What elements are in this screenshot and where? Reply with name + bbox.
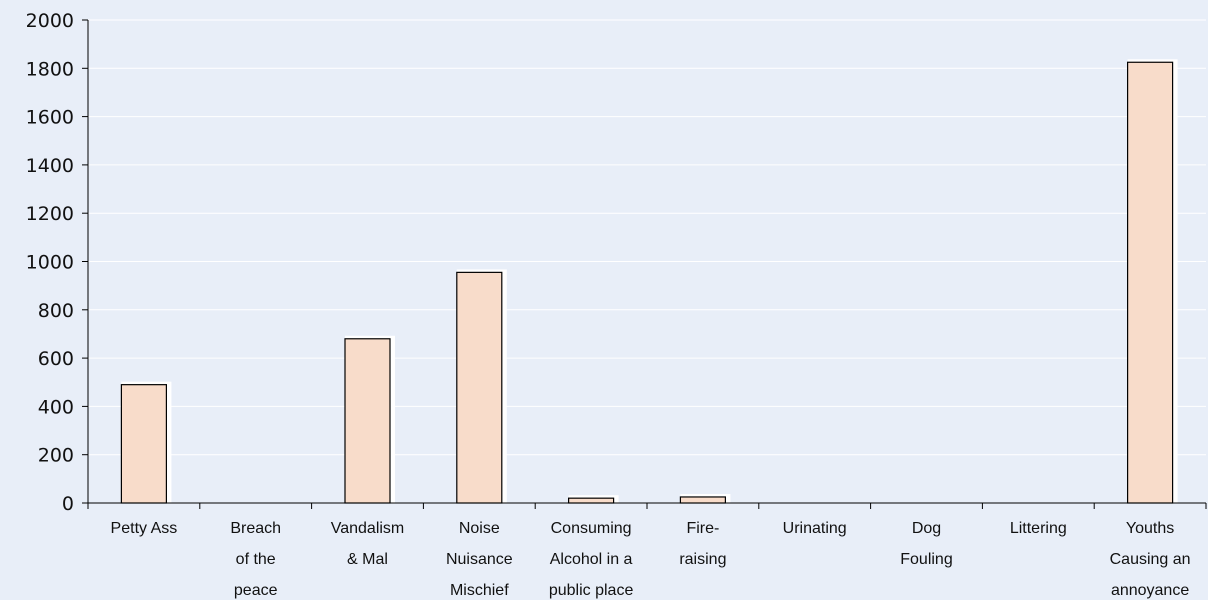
x-tick-label-line: Youths (1126, 520, 1174, 537)
x-tick-label-line: Vandalism (331, 520, 405, 537)
x-tick-label-line: Urinating (783, 520, 847, 537)
x-tick-label: Dog Fouling (900, 520, 952, 568)
y-tick-label: 1200 (26, 203, 74, 225)
x-tick-label-line: Dog (912, 520, 941, 537)
x-tick-label: Littering (1010, 520, 1067, 537)
x-tick-label-line: & Mal (347, 551, 388, 568)
x-axis-ticks: Petty Ass Breach of the peace Vandalism & Mal… (87, 503, 1207, 599)
x-tick-label-line: Fire- (686, 520, 719, 537)
x-tick-label-line: peace (234, 582, 278, 599)
bar (1126, 61, 1174, 504)
bars (120, 59, 1178, 504)
bar (456, 271, 503, 504)
x-tick-label-line: Noise (459, 520, 500, 537)
x-tick-label-line: Petty Ass (111, 520, 178, 537)
bar (120, 384, 168, 504)
x-tick-label-line: Fouling (900, 551, 952, 568)
y-tick-label: 1600 (26, 107, 74, 129)
x-tick-label: Urinating (783, 520, 847, 537)
x-tick-label-line: raising (679, 551, 726, 568)
x-tick-label-line: annoyance (1111, 582, 1189, 599)
y-tick-label: 1800 (26, 58, 74, 80)
bar (344, 338, 391, 504)
y-axis-ticks: 0 200 400 600 800 1000 1200 1400 1600 1800 2000 (26, 10, 88, 515)
x-tick-label: Youths Causing an annoyance (1110, 520, 1191, 599)
x-tick-label-line: Mischief (450, 582, 509, 599)
x-tick-label-line: public place (549, 582, 634, 599)
x-tick-label-line: Littering (1010, 520, 1067, 537)
bar (679, 496, 727, 504)
x-tick-label-line: Nuisance (446, 551, 513, 568)
gridlines (88, 19, 1206, 456)
y-tick-label: 600 (38, 348, 74, 370)
x-tick-label: Fire-raising (679, 520, 726, 568)
y-tick-label: 1400 (26, 155, 74, 177)
bar (567, 497, 615, 504)
y-tick-label: 0 (62, 493, 74, 515)
y-tick-label: 1000 (26, 252, 74, 274)
x-tick-label: Vandalism & Mal (331, 520, 405, 568)
x-tick-label-line: Alcohol in a (550, 551, 633, 568)
x-tick-label-line: Consuming (551, 520, 632, 537)
y-tick-label: 2000 (26, 10, 74, 32)
x-tick-label: Noise Nuisance Mischief (446, 520, 513, 599)
x-tick-label: Consuming Alcohol in a public place (549, 520, 634, 599)
y-tick-label: 800 (38, 300, 74, 322)
x-tick-label: Breach of the peace (230, 520, 281, 599)
x-tick-label: Petty Ass (111, 520, 178, 537)
y-tick-label: 200 (38, 445, 74, 467)
x-tick-label-line: of the (236, 551, 276, 568)
x-tick-label-line: Causing an (1110, 551, 1191, 568)
y-tick-label: 400 (38, 396, 74, 418)
x-tick-label-line: Breach (230, 520, 281, 537)
